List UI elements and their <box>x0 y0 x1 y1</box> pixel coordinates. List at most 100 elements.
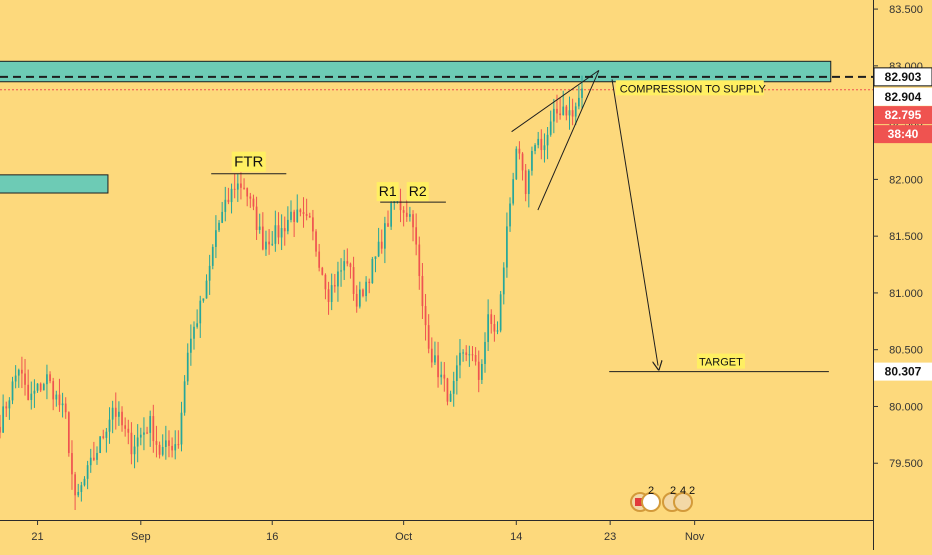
candle-body <box>377 241 380 257</box>
candle-body <box>343 261 346 271</box>
candle-body <box>114 407 117 417</box>
candle-body <box>559 113 561 116</box>
candle-body <box>124 425 127 429</box>
candle-body <box>455 365 458 381</box>
candle-body <box>296 209 299 222</box>
candle-body <box>208 265 211 281</box>
target-price-badge <box>874 362 932 381</box>
candle-body <box>21 369 23 374</box>
candle-body <box>5 406 8 409</box>
candle-body <box>384 223 386 249</box>
candle-body <box>409 214 411 217</box>
candle-body <box>99 436 101 453</box>
left-demand-zone[interactable] <box>0 174 109 194</box>
candle-body <box>327 289 330 302</box>
projection-arrow[interactable] <box>611 79 658 365</box>
candle-body <box>578 97 580 107</box>
candle-body <box>546 134 549 146</box>
candle-body <box>190 338 192 353</box>
candle-body <box>161 446 164 455</box>
candle-body <box>581 88 583 98</box>
candle-body <box>349 263 352 268</box>
candle-body <box>211 246 214 266</box>
candle-body <box>474 355 477 362</box>
candle-body <box>371 258 374 284</box>
candle-body <box>340 270 342 272</box>
y-tick-label: 81.000 <box>889 288 923 300</box>
event-markers[interactable]: 2 2 4 2 <box>630 485 695 512</box>
candle-body <box>524 170 527 195</box>
candle-body <box>571 110 574 117</box>
r2-label-bg <box>406 182 429 202</box>
candle-body <box>249 196 252 199</box>
wedge-lower-line[interactable] <box>537 70 600 211</box>
candle-body <box>308 215 311 218</box>
candle-body <box>556 108 558 114</box>
candle-body <box>358 289 361 307</box>
candle-body <box>362 289 364 297</box>
candle-body <box>236 183 239 190</box>
candle-body <box>108 419 111 432</box>
candle-body <box>396 200 399 202</box>
candle-body <box>268 241 270 245</box>
event-count-4: 2 <box>689 485 695 497</box>
candle-body <box>368 281 371 284</box>
candle-body <box>374 256 377 259</box>
candle-body <box>155 441 158 445</box>
candle-body <box>64 403 67 413</box>
candle-body <box>324 274 327 290</box>
candle-body <box>527 170 530 195</box>
countdown-badge <box>874 125 932 144</box>
flag-stripe <box>635 498 645 506</box>
candle-body <box>471 354 474 356</box>
candle-body <box>261 226 264 250</box>
candle-body <box>171 445 173 451</box>
candle-body <box>80 485 83 492</box>
candle-body <box>465 352 468 355</box>
event-badge[interactable] <box>641 492 661 512</box>
prior-price-value: 82.904 <box>885 90 922 104</box>
candle-body <box>293 211 295 222</box>
candle-body <box>71 453 73 475</box>
r1-label-bg <box>376 182 399 202</box>
candle-body <box>302 212 305 214</box>
candle-body <box>93 457 95 460</box>
compression-label: COMPRESSION TO SUPPLY <box>620 83 767 95</box>
candle-body <box>36 383 39 391</box>
candle-series <box>0 75 583 510</box>
supply-zone[interactable] <box>0 60 832 83</box>
candle-body <box>305 213 308 216</box>
wedge-upper-line[interactable] <box>511 69 600 133</box>
candle-body <box>415 227 418 245</box>
candle-body <box>180 412 183 445</box>
candle-body <box>312 217 314 232</box>
candle-body <box>459 352 461 366</box>
x-tick-label: Sep <box>131 531 151 543</box>
candle-body <box>67 412 70 454</box>
candle-body <box>452 380 455 394</box>
candle-body <box>430 348 433 363</box>
candle-body <box>330 285 333 302</box>
y-tick-label: 81.500 <box>889 231 923 243</box>
candle-body <box>46 374 48 385</box>
event-count-1: 2 <box>648 485 654 497</box>
y-tick-label: 80.000 <box>889 401 923 413</box>
candle-body <box>449 393 452 402</box>
candle-body <box>418 244 421 277</box>
candle-body <box>143 432 145 435</box>
candle-body <box>540 138 543 151</box>
candle-body <box>399 200 402 211</box>
candle-body <box>139 434 142 438</box>
flag-icon[interactable] <box>673 492 693 512</box>
candle-body <box>202 298 205 301</box>
candle-body <box>496 330 499 332</box>
candle-body <box>484 341 486 364</box>
candle-body <box>468 354 471 356</box>
candle-body <box>227 199 230 203</box>
candle-body <box>0 426 1 433</box>
candle-body <box>55 394 58 400</box>
annotations: FTR R1 R2 COMPRESSION TO SUPPLY TARGET <box>211 69 829 373</box>
last-price-badge <box>874 106 932 125</box>
